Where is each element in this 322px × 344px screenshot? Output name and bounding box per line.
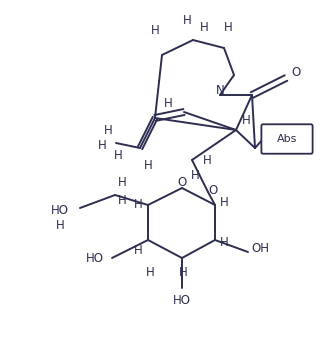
Text: H: H <box>191 169 199 182</box>
Text: HO: HO <box>51 204 69 216</box>
Text: H: H <box>144 159 152 172</box>
Text: H: H <box>118 194 126 206</box>
Text: HO: HO <box>173 293 191 307</box>
Text: H: H <box>164 97 172 109</box>
Text: H: H <box>179 267 187 279</box>
Text: H: H <box>151 23 159 36</box>
Text: H: H <box>104 123 112 137</box>
Text: H: H <box>114 149 122 161</box>
Text: H: H <box>134 198 142 212</box>
Text: H: H <box>220 195 228 208</box>
Text: H: H <box>118 176 126 190</box>
Text: H: H <box>203 153 211 166</box>
Text: O: O <box>291 66 301 79</box>
Text: Abs: Abs <box>277 134 297 144</box>
Text: H: H <box>98 139 106 151</box>
Text: OH: OH <box>251 241 269 255</box>
Text: O: O <box>208 183 218 196</box>
Text: H: H <box>146 267 154 279</box>
Text: H: H <box>220 236 228 248</box>
FancyBboxPatch shape <box>261 124 313 154</box>
Text: H: H <box>242 114 251 127</box>
Text: N: N <box>216 84 224 97</box>
Text: H: H <box>200 21 208 33</box>
Text: H: H <box>223 21 232 33</box>
Text: H: H <box>134 244 142 257</box>
Text: O: O <box>177 176 187 190</box>
Text: H: H <box>56 218 64 232</box>
Text: HO: HO <box>86 251 104 265</box>
Text: H: H <box>183 13 191 26</box>
